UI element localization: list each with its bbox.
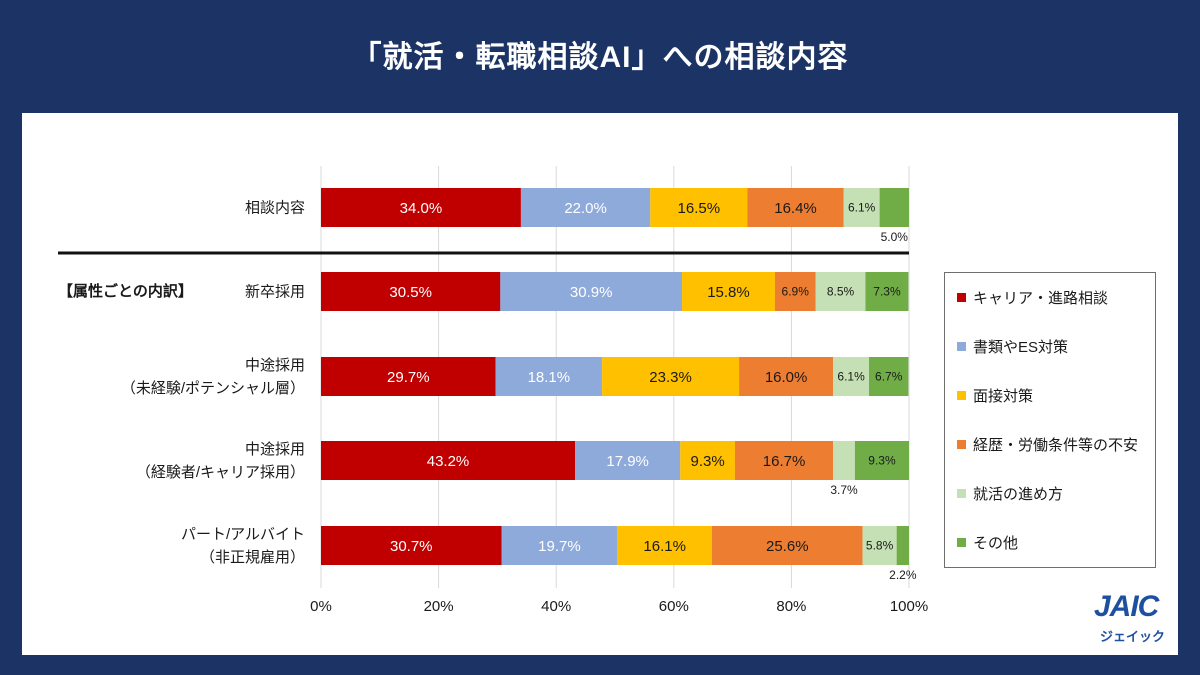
bar-segment: [739, 357, 834, 396]
chart-title: 「就活・転職相談AI」への相談内容: [351, 41, 849, 74]
bar-segment: [501, 526, 618, 565]
data-label: 2.2%: [889, 568, 917, 582]
legend-swatch: [957, 538, 966, 547]
legend-label: 就活の進め方: [973, 486, 1064, 503]
data-label: 8.5%: [827, 285, 855, 299]
legend-item-other: その他: [945, 518, 1155, 567]
bar-segment: [747, 188, 844, 227]
legend-label: 面接対策: [973, 388, 1034, 405]
bar-segment: [815, 272, 866, 311]
data-label: 23.3%: [649, 369, 692, 386]
data-label: 16.0%: [765, 369, 808, 386]
bar-segment: [520, 188, 651, 227]
jaic-logo: JAIC: [1094, 590, 1159, 623]
data-label: 3.7%: [830, 483, 858, 497]
legend-item-documents-es: 書類やES対策: [945, 322, 1155, 371]
bar-segment: [862, 526, 897, 565]
category-label: （経験者/キャリア採用）: [136, 464, 305, 481]
legend-item-job-hunting-process: 就活の進め方: [945, 469, 1155, 518]
data-label: 43.2%: [427, 453, 470, 470]
bar-segment: [774, 272, 816, 311]
category-label: 中途採用: [245, 441, 305, 458]
legend-label: その他: [973, 535, 1019, 552]
bar-segment: [854, 441, 909, 480]
section-label: 【属性ごとの内訳】: [58, 283, 193, 300]
legend-swatch: [957, 293, 966, 302]
bar-segment: [575, 441, 681, 480]
bar-segment: [321, 188, 521, 227]
legend: キャリア・進路相談 書類やES対策 面接対策 経歴・労働条件等の不安 就活の進め…: [944, 272, 1156, 568]
category-label: 新卒採用: [245, 284, 305, 301]
data-label: 25.6%: [766, 538, 809, 555]
bar-segment: [682, 272, 775, 311]
data-label: 22.0%: [564, 200, 607, 217]
legend-label: キャリア・進路相談: [973, 290, 1109, 307]
data-label: 30.7%: [390, 538, 433, 555]
bar-segment: [617, 526, 713, 565]
x-tick-label: 40%: [541, 598, 571, 615]
data-label: 30.5%: [389, 284, 432, 301]
bar-segment: [833, 441, 855, 480]
data-label: 9.3%: [868, 454, 896, 468]
bar-segment: [734, 441, 834, 480]
bar-segment: [843, 188, 880, 227]
legend-label: 書類やES対策: [973, 339, 1069, 356]
data-label: 5.0%: [881, 230, 909, 244]
bar-segment: [602, 357, 740, 396]
data-label: 34.0%: [400, 200, 443, 217]
x-tick-label: 100%: [890, 598, 928, 615]
category-label: パート/アルバイト: [181, 526, 305, 543]
data-label: 5.8%: [866, 539, 894, 553]
jaic-logo-kana: ジェイック: [1100, 629, 1166, 644]
bar-segment: [869, 357, 909, 396]
bar-segment: [833, 357, 870, 396]
data-label: 15.8%: [707, 284, 750, 301]
data-label: 7.3%: [873, 285, 901, 299]
bar-segment: [650, 188, 748, 227]
category-label: 中途採用: [245, 357, 305, 374]
bar-segment: [712, 526, 863, 565]
category-label: 相談内容: [245, 200, 305, 217]
bar-segment: [500, 272, 683, 311]
data-label: 17.9%: [606, 453, 649, 470]
legend-item-background-conditions: 経歴・労働条件等の不安: [945, 420, 1155, 469]
x-tick-label: 0%: [310, 598, 332, 615]
bar-segment: [865, 272, 909, 311]
category-label: （未経験/ポテンシャル層）: [121, 380, 305, 397]
x-tick-label: 80%: [776, 598, 806, 615]
data-label: 6.7%: [875, 370, 903, 384]
x-tick-label: 60%: [659, 598, 689, 615]
data-label: 29.7%: [387, 369, 430, 386]
data-label: 6.9%: [782, 285, 810, 299]
data-label: 30.9%: [570, 284, 613, 301]
legend-item-career-consultation: キャリア・進路相談: [945, 273, 1155, 322]
bar-segment: [680, 441, 735, 480]
data-label: 16.1%: [643, 538, 686, 555]
legend-item-interview: 面接対策: [945, 371, 1155, 420]
legend-swatch: [957, 342, 966, 351]
bar-segment: [896, 526, 909, 565]
bar-segment: [495, 357, 603, 396]
data-label: 16.5%: [678, 200, 721, 217]
legend-swatch: [957, 489, 966, 498]
bar-segment: [321, 526, 502, 565]
data-label: 16.7%: [763, 453, 806, 470]
bar-segment: [879, 188, 909, 227]
data-label: 18.1%: [528, 369, 571, 386]
data-label: 19.7%: [538, 538, 581, 555]
data-label: 16.4%: [774, 200, 817, 217]
x-tick-label: 20%: [424, 598, 454, 615]
legend-swatch: [957, 391, 966, 400]
data-label: 6.1%: [848, 201, 876, 215]
category-label: （非正規雇用）: [200, 549, 305, 566]
legend-swatch: [957, 440, 966, 449]
bar-segment: [321, 272, 501, 311]
data-label: 9.3%: [691, 453, 725, 470]
data-label: 6.1%: [837, 370, 865, 384]
bar-segment: [321, 357, 496, 396]
legend-label: 経歴・労働条件等の不安: [973, 437, 1139, 454]
bar-segment: [321, 441, 576, 480]
